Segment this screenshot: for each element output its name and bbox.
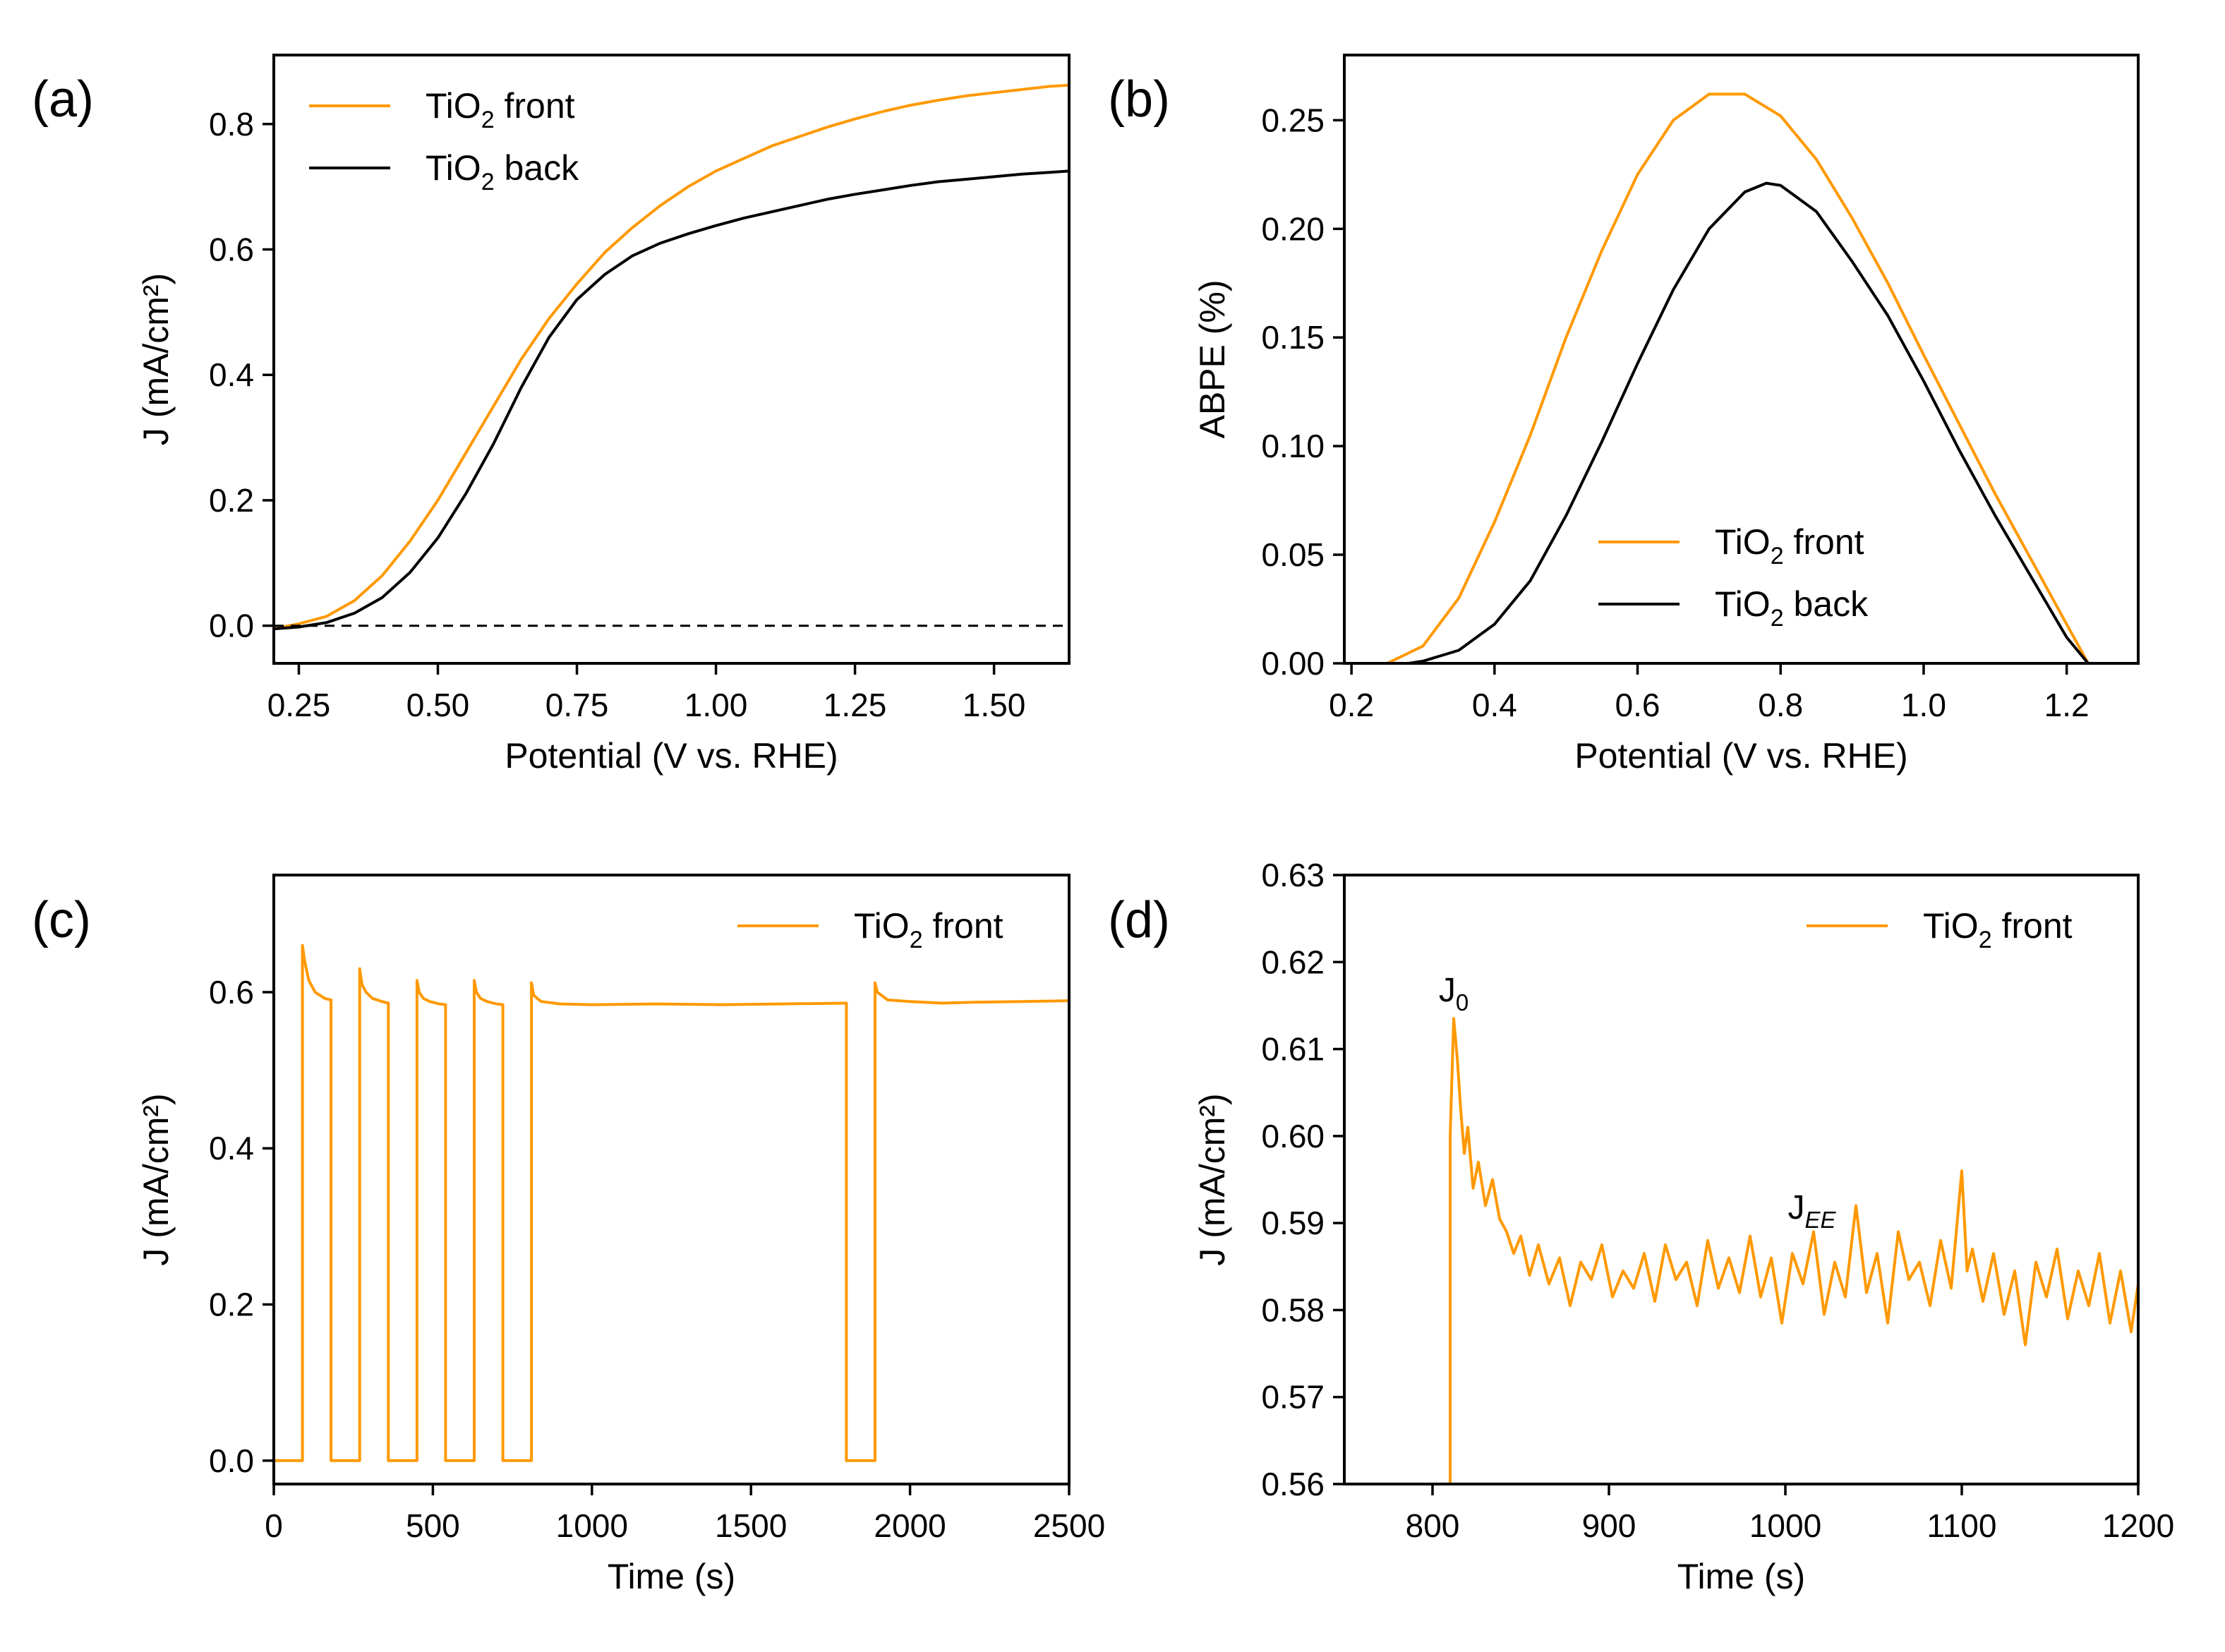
- x-tick-label-c: 0: [265, 1507, 283, 1544]
- x-axis-label-c: Time (s): [608, 1557, 735, 1596]
- x-tick-label-d: 900: [1582, 1507, 1636, 1544]
- axes-frame-c: [272, 874, 1071, 1485]
- y-tick-label-a: 0.2: [209, 482, 254, 519]
- x-tick-label-c: 1500: [715, 1507, 787, 1544]
- legend-label-b: TiO2 back: [1715, 584, 1869, 632]
- y-tick-label-d: 0.57: [1261, 1379, 1325, 1416]
- axes-frame-a: [272, 54, 1071, 665]
- y-tick-label-b: 0.25: [1261, 102, 1325, 138]
- y-tick-label-c: 0.0: [209, 1442, 254, 1479]
- y-tick-label-c: 0.4: [209, 1130, 254, 1166]
- y-tick-label-d: 0.61: [1261, 1031, 1325, 1068]
- x-tick-label-b: 0.2: [1329, 687, 1374, 723]
- y-tick-label-d: 0.60: [1261, 1118, 1325, 1154]
- x-tick-label-b: 0.6: [1615, 687, 1660, 723]
- x-axis-label-d: Time (s): [1677, 1557, 1805, 1596]
- series-line-a-1: [274, 169, 1069, 631]
- chart-panel-a: 0.25 0.50 0.75 1.00 1.25 1.50 0.0 0.2 0.4 0.6 0.8 P…: [32, 54, 1071, 776]
- x-tick-label-c: 2500: [1033, 1507, 1105, 1544]
- chart-panel-c: 0 500 1000 1500 2000 2500 0.0 0.2 0.4 0.6 Time (s)…: [32, 874, 1105, 1596]
- panel-label-a: (a): [32, 71, 94, 128]
- x-tick-label-d: 1000: [1749, 1507, 1821, 1544]
- x-tick-label-b: 0.8: [1758, 687, 1803, 723]
- y-axis-label-c: J (mA/cm²): [136, 1093, 176, 1265]
- series-line-b-0: [1386, 92, 2090, 663]
- axes-frame-d: [1343, 874, 2140, 1485]
- y-tick-label-a: 0.6: [209, 231, 254, 267]
- legend-label-a: TiO2 front: [426, 86, 575, 133]
- series-line-c-0: [274, 943, 1069, 1462]
- y-tick-label-b: 0.15: [1261, 319, 1325, 356]
- legend-label-c: TiO2 front: [854, 906, 1003, 953]
- x-axis-label-a: Potential (V vs. RHE): [505, 736, 838, 776]
- x-tick-label-d: 1100: [1927, 1507, 1997, 1544]
- x-tick-label-b: 0.4: [1472, 687, 1517, 723]
- y-tick-label-a: 0.0: [209, 608, 254, 644]
- panel-label-d: (d): [1108, 892, 1170, 948]
- y-tick-label-d: 0.58: [1261, 1291, 1325, 1328]
- y-axis-label-a: J (mA/cm²): [136, 273, 176, 445]
- x-tick-label-c: 500: [406, 1507, 460, 1544]
- y-tick-label-d: 0.63: [1261, 857, 1325, 893]
- chart-panel-d: 800 900 1000 1100 1200 0.56 0.57 0.58 0.59 0.60 0.…: [1108, 857, 2174, 1596]
- x-tick-label-d: 1200: [2102, 1507, 2174, 1544]
- y-tick-label-b: 0.20: [1261, 210, 1325, 247]
- y-tick-label-d: 0.59: [1261, 1205, 1325, 1241]
- legend-label-b: TiO2 front: [1715, 522, 1864, 569]
- x-tick-label-a: 1.00: [685, 687, 748, 723]
- x-tick-label-a: 0.25: [267, 687, 331, 723]
- panel-label-b: (b): [1108, 71, 1170, 128]
- legend-label-a: TiO2 back: [426, 148, 579, 195]
- panel-label-c: (c): [32, 892, 91, 948]
- series-line-b-1: [1408, 181, 2090, 663]
- y-tick-label-a: 0.8: [209, 106, 254, 143]
- x-tick-label-a: 0.75: [545, 687, 609, 723]
- x-tick-label-a: 1.50: [963, 687, 1026, 723]
- y-tick-label-b: 0.10: [1261, 428, 1325, 464]
- y-tick-label-c: 0.6: [209, 974, 254, 1011]
- x-tick-label-d: 800: [1406, 1507, 1460, 1544]
- annotation-d-1: JEE: [1787, 1189, 1836, 1233]
- chart-panel-b: 0.2 0.4 0.6 0.8 1.0 1.2 0.00 0.05 0.10 0.15 0.20 0.…: [1108, 54, 2140, 776]
- series-line-d-0: [1449, 1017, 2138, 1484]
- y-tick-label-b: 0.00: [1261, 645, 1325, 682]
- x-tick-label-c: 2000: [874, 1507, 946, 1544]
- x-tick-label-c: 1000: [556, 1507, 628, 1544]
- x-tick-label-b: 1.2: [2044, 687, 2090, 723]
- x-tick-label-a: 1.25: [824, 687, 887, 723]
- y-tick-label-c: 0.2: [209, 1286, 254, 1323]
- y-tick-label-b: 0.05: [1261, 536, 1325, 573]
- series-line-a-0: [274, 83, 1069, 631]
- y-tick-label-a: 0.4: [209, 356, 254, 393]
- x-tick-label-a: 0.50: [406, 687, 470, 723]
- axes-frame-b: [1343, 54, 2140, 665]
- y-axis-label-d: J (mA/cm²): [1193, 1093, 1232, 1265]
- annotation-d-0: J0: [1439, 972, 1469, 1015]
- y-tick-label-d: 0.62: [1261, 943, 1325, 980]
- x-tick-label-b: 1.0: [1901, 687, 1946, 723]
- y-axis-label-b: ABPE (%): [1193, 279, 1232, 438]
- x-axis-label-b: Potential (V vs. RHE): [1574, 736, 1907, 776]
- y-tick-label-d: 0.56: [1261, 1466, 1325, 1502]
- legend-label-d: TiO2 front: [1923, 906, 2073, 953]
